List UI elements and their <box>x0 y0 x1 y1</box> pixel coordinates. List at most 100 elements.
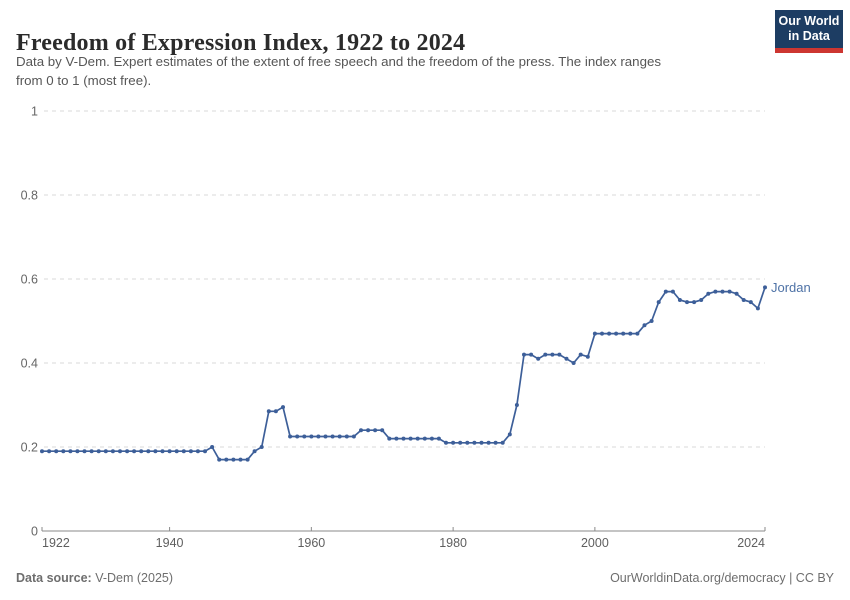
data-point[interactable] <box>755 306 760 311</box>
owid-credit-link[interactable]: OurWorldinData.org/democracy | CC BY <box>610 571 834 585</box>
data-point[interactable] <box>316 434 321 439</box>
data-point[interactable] <box>309 434 314 439</box>
data-point[interactable] <box>607 331 612 336</box>
data-point[interactable] <box>153 449 158 454</box>
entity-labels[interactable]: Jordan <box>771 280 811 295</box>
data-point[interactable] <box>685 300 689 305</box>
data-point[interactable] <box>670 289 675 294</box>
data-point[interactable] <box>621 331 626 336</box>
data-point[interactable] <box>422 436 427 441</box>
data-point[interactable] <box>47 449 52 454</box>
data-point[interactable] <box>61 449 66 454</box>
data-point[interactable] <box>713 289 718 294</box>
data-point[interactable] <box>281 405 285 410</box>
data-point[interactable] <box>451 440 456 445</box>
data-point[interactable] <box>642 323 647 328</box>
data-point[interactable] <box>359 428 363 433</box>
data-point[interactable] <box>330 434 335 439</box>
data-point[interactable] <box>82 449 87 454</box>
data-point[interactable] <box>118 449 122 454</box>
data-point[interactable] <box>96 449 101 454</box>
data-point[interactable] <box>238 457 243 462</box>
data-point[interactable] <box>89 449 94 454</box>
data-point[interactable] <box>302 434 307 439</box>
data-point[interactable] <box>436 436 441 441</box>
data-point[interactable] <box>174 449 179 454</box>
data-point[interactable] <box>734 291 739 296</box>
data-point[interactable] <box>167 449 172 454</box>
data-point[interactable] <box>373 428 378 433</box>
data-point[interactable] <box>351 434 356 439</box>
data-point[interactable] <box>224 457 229 462</box>
data-point[interactable] <box>415 436 420 441</box>
data-point[interactable] <box>217 457 222 462</box>
data-point[interactable] <box>68 449 73 454</box>
data-point[interactable] <box>295 434 300 439</box>
data-point[interactable] <box>203 449 207 454</box>
data-point[interactable] <box>337 434 342 439</box>
line-chart[interactable]: 00.20.40.60.81 1922 1940 1960 1980 2000 2024 … <box>0 95 850 565</box>
owid-logo[interactable]: Our World in Data <box>775 10 843 53</box>
data-point[interactable] <box>677 298 682 302</box>
data-point[interactable] <box>366 428 371 433</box>
data-point[interactable] <box>628 331 633 336</box>
data-point[interactable] <box>40 449 44 454</box>
data-point[interactable] <box>557 352 562 357</box>
data-point[interactable] <box>585 354 590 359</box>
data-point[interactable] <box>160 449 165 454</box>
data-point[interactable] <box>635 331 640 336</box>
data-point[interactable] <box>323 434 328 439</box>
data-point[interactable] <box>649 319 654 323</box>
data-point[interactable] <box>195 449 200 454</box>
data-point[interactable] <box>146 449 151 454</box>
data-point[interactable] <box>663 289 668 294</box>
data-point[interactable] <box>54 449 59 454</box>
data-point[interactable] <box>465 440 470 445</box>
data-point[interactable] <box>592 331 597 336</box>
entity-label[interactable]: Jordan <box>771 280 811 295</box>
data-point[interactable] <box>720 289 725 294</box>
data-point[interactable] <box>132 449 137 454</box>
data-point[interactable] <box>444 440 448 445</box>
data-point[interactable] <box>748 300 753 305</box>
data-point[interactable] <box>741 298 746 302</box>
data-point[interactable] <box>564 356 569 361</box>
data-point[interactable] <box>763 285 767 290</box>
data-point[interactable] <box>210 445 215 449</box>
data-point[interactable] <box>273 409 278 414</box>
data-point[interactable] <box>344 434 349 439</box>
data-point[interactable] <box>493 440 498 445</box>
data-point[interactable] <box>394 436 399 441</box>
data-point[interactable] <box>139 449 144 454</box>
data-point[interactable] <box>401 436 406 441</box>
data-point[interactable] <box>181 449 186 454</box>
data-point[interactable] <box>472 440 477 445</box>
data-point[interactable] <box>458 440 463 445</box>
data-point[interactable] <box>500 440 505 445</box>
data-point[interactable] <box>536 356 541 361</box>
data-point[interactable] <box>125 449 130 454</box>
data-point[interactable] <box>387 436 392 441</box>
data-point[interactable] <box>408 436 413 441</box>
data-point[interactable] <box>727 289 732 294</box>
data-point[interactable] <box>571 361 576 365</box>
data-point[interactable] <box>692 300 697 305</box>
data-point[interactable] <box>578 352 583 357</box>
data-point[interactable] <box>656 300 661 305</box>
data-point[interactable] <box>266 409 271 414</box>
data-point[interactable] <box>103 449 108 454</box>
data-point[interactable] <box>699 298 704 302</box>
data-point[interactable] <box>614 331 619 336</box>
series-lines[interactable] <box>40 285 767 462</box>
data-point[interactable] <box>550 352 555 357</box>
data-point[interactable] <box>231 457 236 462</box>
data-point[interactable] <box>252 449 257 454</box>
data-point[interactable] <box>514 403 519 407</box>
data-point[interactable] <box>188 449 193 454</box>
data-point[interactable] <box>507 432 512 437</box>
data-point[interactable] <box>522 352 526 357</box>
data-point[interactable] <box>429 436 434 441</box>
data-point[interactable] <box>245 457 250 462</box>
data-point[interactable] <box>288 434 293 439</box>
data-point[interactable] <box>706 291 711 296</box>
